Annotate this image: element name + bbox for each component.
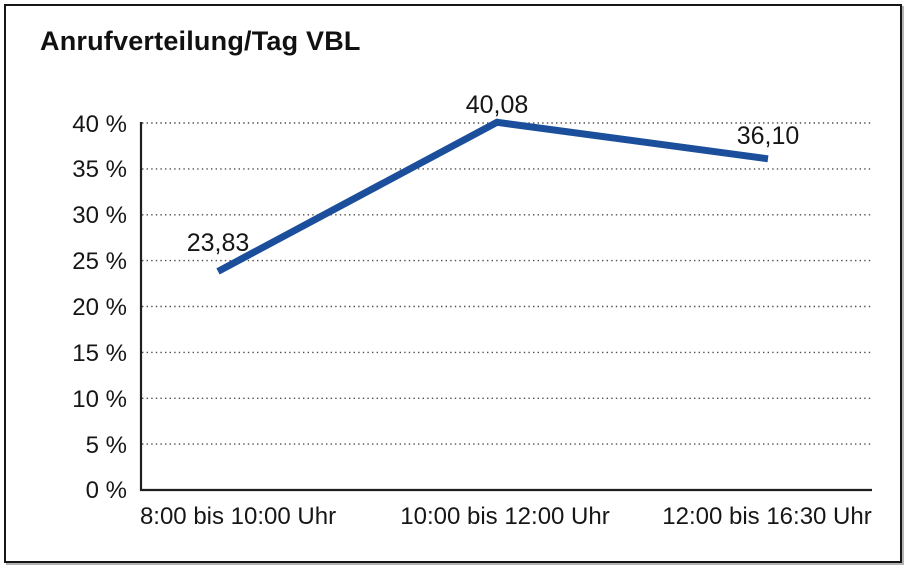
x-axis-category-labels: 8:00 bis 10:00 Uhr 10:00 bis 12:00 Uhr 1…	[140, 503, 872, 530]
y-tick-label: 30 %	[72, 202, 127, 229]
x-category-label: 8:00 bis 10:00 Uhr	[140, 503, 336, 530]
chart-title: Anrufverteilung/Tag VBL	[40, 26, 361, 56]
y-tick-label: 35 %	[72, 156, 127, 183]
y-axis-tick-labels: 0 % 5 % 10 % 15 % 20 % 25 % 30 % 35 % 40…	[72, 111, 127, 504]
data-line	[216, 118, 769, 275]
data-point-labels: 23,83 40,08 36,10	[187, 91, 800, 257]
y-tick-label: 15 %	[72, 340, 127, 367]
y-tick-label: 5 %	[86, 432, 127, 459]
chart-frame	[4, 4, 902, 563]
gridlines	[142, 122, 872, 445]
y-tick-label: 40 %	[72, 111, 127, 138]
data-point-label: 23,83	[187, 229, 250, 257]
x-category-label: 10:00 bis 12:00 Uhr	[400, 503, 609, 530]
data-point-label: 36,10	[737, 122, 800, 150]
y-tick-label: 0 %	[86, 477, 127, 504]
y-tick-label: 10 %	[72, 386, 127, 413]
y-tick-label: 20 %	[72, 294, 127, 321]
y-tick-label: 25 %	[72, 248, 127, 275]
data-point-label: 40,08	[466, 91, 529, 119]
x-category-label: 12:00 bis 16:30 Uhr	[662, 503, 871, 530]
